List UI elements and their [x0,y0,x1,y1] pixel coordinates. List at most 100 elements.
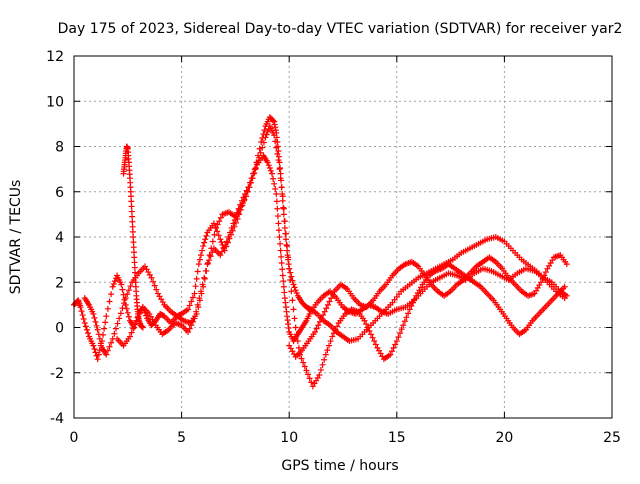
data-point [271,132,278,139]
data-point [290,281,297,288]
y-tick-label: -2 [50,366,64,382]
data-point [328,295,335,302]
data-point [188,298,195,305]
data-point [133,317,140,324]
data-point [369,334,376,341]
data-point [136,310,143,317]
y-axis-title: SDTVAR / TECUs [8,180,24,295]
data-point [259,144,266,151]
data-point [275,220,282,227]
data-point [204,261,211,268]
data-point [280,211,287,218]
data-point [256,145,263,152]
data-point [326,298,333,305]
x-tick-label: 25 [603,430,621,446]
data-point [125,287,132,294]
data-point [186,302,193,309]
data-point [289,297,296,304]
data-point [324,301,331,308]
data-point [194,301,201,308]
data-point [246,184,253,191]
data-point [185,306,192,313]
data-point [84,330,91,337]
data-point [192,283,199,290]
data-point [271,180,278,187]
data-point [256,154,263,161]
data-point [244,188,251,195]
data-point [196,295,203,302]
data-point [104,347,111,354]
data-point [131,259,138,266]
data-point [124,291,131,298]
data-point [101,325,108,332]
data-point [400,322,407,329]
data-point [282,236,289,243]
data-point [330,330,337,337]
data-point [201,274,208,281]
x-tick-label: 20 [495,430,513,446]
data-point [281,289,288,296]
data-point [401,318,408,325]
data-point [128,198,135,205]
data-point [111,330,118,337]
data-point [279,272,286,279]
data-point [225,234,232,240]
data-point [361,317,368,324]
data-point [252,164,259,171]
data-point [235,210,242,217]
data-point [293,331,300,338]
data-point [393,338,400,345]
data-point [206,257,213,264]
data-point [278,260,285,267]
data-point [193,275,200,282]
data-point [561,283,568,290]
x-axis-title: GPS time / hours [281,458,398,474]
data-point [287,269,294,276]
data-point [561,295,568,302]
data-point [114,320,121,327]
data-point [217,252,224,259]
data-point [291,315,298,322]
data-point [110,280,117,287]
data-point [371,338,378,345]
data-point [82,323,89,330]
data-point [306,375,313,382]
data-point [95,351,102,358]
x-tick-label: 5 [177,430,186,446]
data-point [81,319,88,326]
data-point [388,348,395,355]
data-point [191,315,198,322]
axis-ticks: 0 5 10 15 20 25 -4 -2 0 2 4 6 8 10 12 [46,49,621,446]
data-point [372,341,379,348]
data-point [280,283,287,290]
data-point [273,144,280,151]
data-point [217,236,224,243]
data-point [241,196,248,203]
data-point [96,335,103,342]
data-point [78,308,85,315]
data-point [272,185,279,192]
data-point [262,134,269,141]
data-point [129,218,136,225]
data-point [129,213,136,220]
data-point [95,331,102,338]
data-point [301,363,308,370]
data-point [276,166,283,173]
data-point [329,291,336,298]
y-tick-label: 6 [55,185,64,201]
y-tick-label: 10 [46,94,64,110]
data-point [270,117,277,124]
data-point [292,324,299,331]
data-point [188,322,195,329]
data-point [91,314,98,321]
data-point [94,356,101,363]
data-point [94,326,101,333]
data-point [139,324,146,331]
data-point [313,325,320,332]
data-point [90,310,97,317]
data-point [254,159,261,166]
data-point [209,238,216,245]
data-point [261,127,268,134]
y-tick-label: -4 [50,411,64,427]
data-point [288,273,295,280]
